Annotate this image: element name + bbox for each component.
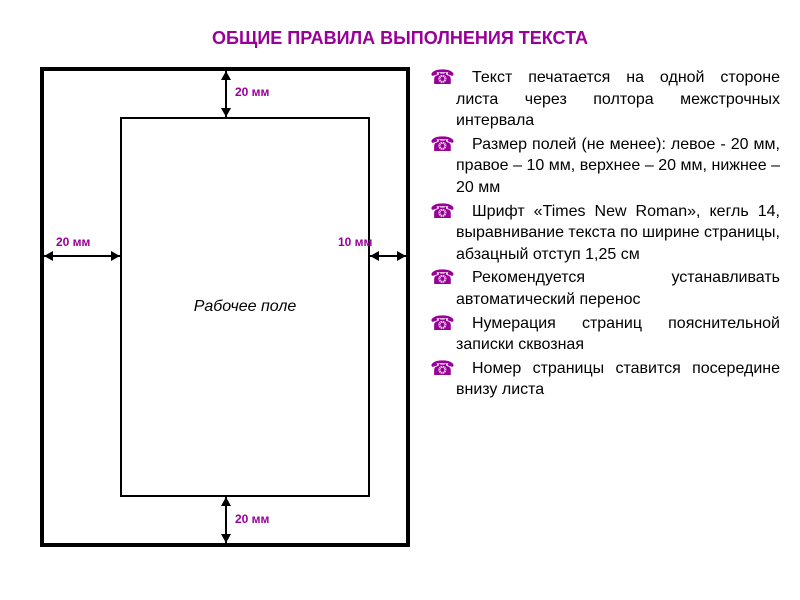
list-item: ☎ Номер страницы ставится посередине вни…	[430, 358, 780, 401]
phone-icon: ☎	[430, 267, 456, 289]
right-margin-label: 10 мм	[338, 235, 372, 249]
phone-icon: ☎	[430, 313, 456, 335]
right-margin-arrowhead-right	[397, 251, 406, 261]
list-item: ☎ Текст печатается на одной стороне лист…	[430, 67, 780, 132]
list-item-text: Нумерация страниц пояснительной записки …	[456, 313, 780, 356]
list-item-text: Размер полей (не менее): левое - 20 мм, …	[456, 134, 780, 199]
list-item: ☎ Нумерация страниц пояснительной записк…	[430, 313, 780, 356]
list-item-text: Шрифт «Times New Roman», кегль 14, вырав…	[456, 201, 780, 266]
phone-icon: ☎	[430, 134, 456, 156]
left-margin-arrowhead-left	[44, 251, 53, 261]
bottom-margin-arrowhead-down	[221, 534, 231, 543]
left-margin-arrowhead-right	[111, 251, 120, 261]
list-item: ☎ Рекомендуется устанавливать автоматиче…	[430, 267, 780, 310]
margin-diagram: Рабочее поле 20 мм 20 мм 20 мм 10 мм	[40, 67, 410, 547]
top-margin-arrowhead-up	[221, 71, 231, 80]
working-field-label: Рабочее поле	[122, 298, 368, 316]
working-field-frame: Рабочее поле	[120, 117, 370, 497]
list-item: ☎ Шрифт «Times New Roman», кегль 14, выр…	[430, 201, 780, 266]
phone-icon: ☎	[430, 201, 456, 223]
bullet-list: ☎ Текст печатается на одной стороне лист…	[430, 67, 780, 547]
phone-icon: ☎	[430, 358, 456, 380]
content-row: Рабочее поле 20 мм 20 мм 20 мм 10 мм ☎ Т…	[0, 67, 800, 547]
phone-icon: ☎	[430, 67, 456, 89]
bottom-margin-label: 20 мм	[235, 512, 269, 526]
right-margin-arrowhead-left	[370, 251, 379, 261]
page-title: ОБЩИЕ ПРАВИЛА ВЫПОЛНЕНИЯ ТЕКСТА	[0, 0, 800, 67]
list-item-text: Номер страницы ставится посередине внизу…	[456, 358, 780, 401]
left-margin-arrow	[44, 255, 120, 257]
list-item-text: Рекомендуется устанавливать автоматическ…	[456, 267, 780, 310]
top-margin-arrowhead-down	[221, 108, 231, 117]
top-margin-label: 20 мм	[235, 85, 269, 99]
left-margin-label: 20 мм	[56, 235, 90, 249]
list-item: ☎ Размер полей (не менее): левое - 20 мм…	[430, 134, 780, 199]
list-item-text: Текст печатается на одной стороне листа …	[456, 67, 780, 132]
bottom-margin-arrowhead-up	[221, 497, 231, 506]
